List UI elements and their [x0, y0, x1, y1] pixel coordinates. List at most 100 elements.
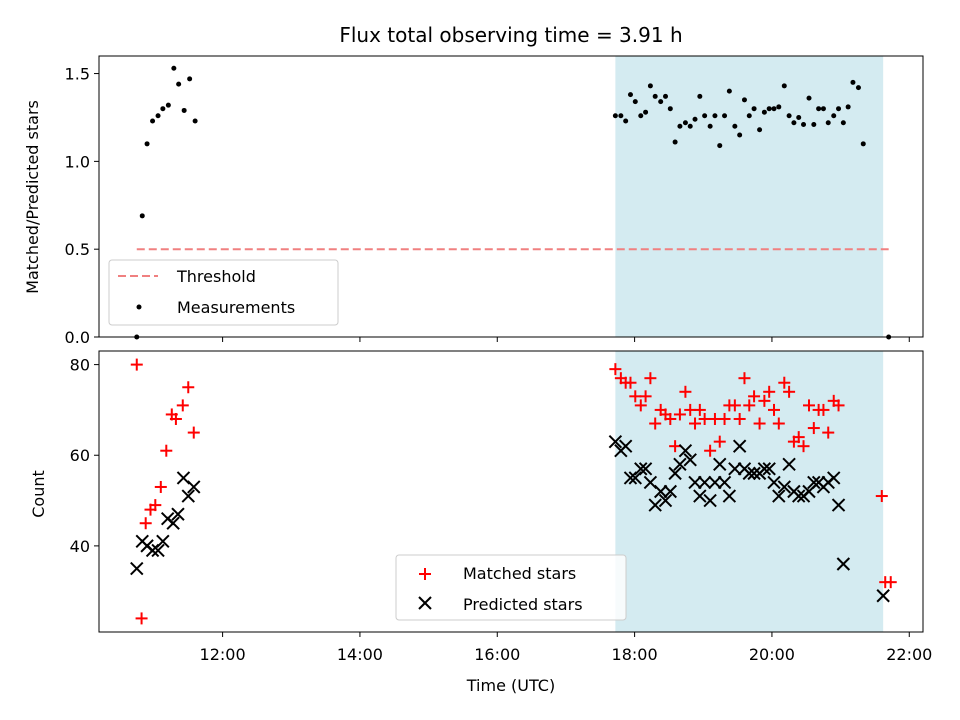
measurement-point: [761, 109, 767, 115]
predicted-star-point: [782, 457, 796, 472]
measurement-point: [746, 113, 752, 119]
matched-star-point: [669, 440, 682, 453]
measurement-point: [687, 123, 693, 129]
matched-star-point: [130, 358, 143, 371]
measurement-point: [816, 106, 822, 112]
measurement-point: [806, 95, 812, 101]
y-tick-label: 1.0: [65, 152, 90, 171]
predicted-star-point: [634, 462, 648, 476]
bottom-x-ticks: 12:00 14:00 16:00 18:00 20:00 22:00: [200, 632, 932, 664]
y-tick-label: 0.0: [65, 328, 90, 347]
x-tick-label: 20:00: [749, 645, 795, 664]
measurement-point: [722, 113, 728, 119]
matched-star-point: [763, 385, 776, 398]
predicted-star-point: [807, 475, 821, 490]
matched-star-point: [758, 394, 771, 407]
matched-star-point: [644, 372, 657, 385]
measurement-points: [134, 65, 892, 340]
measurement-point: [726, 88, 732, 94]
matched-star-point: [797, 440, 810, 453]
x-tick-label: 12:00: [200, 645, 246, 664]
predicted-star-point: [772, 489, 786, 503]
matched-star-point: [713, 435, 726, 448]
measurement-point: [831, 113, 837, 119]
predicted-star-point: [673, 457, 687, 472]
matched-star-point: [693, 403, 706, 416]
y-tick-label: 40: [70, 537, 90, 556]
measurement-point: [627, 92, 633, 98]
matched-star-point: [884, 576, 897, 589]
legend-predicted-label: Predicted stars: [463, 595, 583, 614]
matched-star-point: [176, 399, 189, 412]
measurement-point: [677, 123, 683, 129]
matched-star-point: [639, 390, 652, 403]
measurement-point: [811, 121, 817, 127]
measurement-point: [786, 113, 792, 119]
measurement-point: [702, 113, 708, 119]
measurement-point: [187, 76, 193, 82]
predicted-star-point: [703, 493, 717, 508]
predicted-star-point: [653, 484, 668, 499]
matched-star-point: [817, 403, 830, 416]
legend-predicted-swatch: [418, 596, 432, 610]
predicted-star-point: [688, 475, 702, 490]
measurement-point: [623, 118, 629, 124]
predicted-star-point: [762, 462, 776, 476]
measurement-point: [165, 102, 171, 108]
matched-star-point: [634, 399, 647, 412]
predicted-star-point: [827, 471, 841, 485]
measurement-point: [647, 83, 653, 89]
measurement-point: [840, 120, 846, 126]
measurement-point: [712, 113, 718, 119]
predicted-star-point: [693, 489, 707, 503]
measurement-point: [845, 104, 851, 110]
matched-star-point: [738, 372, 751, 385]
legend-threshold-label: Threshold: [176, 267, 256, 286]
measurement-point: [776, 104, 782, 110]
legend-measurements-label: Measurements: [177, 298, 295, 317]
matched-star-point: [832, 399, 845, 412]
measurement-point: [150, 118, 156, 124]
predicted-star-point: [648, 498, 662, 512]
measurement-point: [820, 106, 826, 112]
legend-measurement-swatch: [136, 304, 142, 310]
matched-star-point: [160, 444, 173, 457]
predicted-star-point: [678, 444, 693, 458]
bottom-y-ticks: 40 60 80: [70, 356, 99, 556]
x-tick-label: 14:00: [337, 645, 383, 664]
measurement-point: [155, 113, 161, 119]
predicted-star-point: [722, 489, 737, 503]
chart-title: Flux total observing time = 3.91 h: [339, 23, 682, 47]
predicted-star-points: [130, 434, 890, 603]
predicted-star-point: [638, 462, 653, 476]
matched-star-point: [673, 408, 686, 421]
predicted-star-point: [663, 484, 678, 499]
matched-star-point: [822, 426, 835, 439]
bottom-observing-window: [615, 351, 884, 632]
predicted-star-point: [683, 453, 697, 467]
measurement-point: [652, 93, 658, 99]
measurement-point: [638, 113, 644, 119]
measurement-point: [682, 120, 688, 126]
measurement-point: [171, 65, 177, 71]
predicted-star-point: [181, 489, 195, 503]
measurement-point: [732, 123, 738, 129]
matched-star-point: [718, 412, 731, 425]
measurement-point: [737, 132, 743, 138]
bottom-legend: Matched stars Predicted stars: [395, 554, 627, 621]
measurement-point: [144, 141, 150, 147]
matched-star-point: [753, 417, 766, 430]
matched-star-point: [629, 390, 642, 403]
matched-star-point: [875, 490, 888, 503]
predicted-star-point: [151, 543, 165, 558]
matched-star-point: [182, 381, 195, 394]
measurement-point: [160, 106, 166, 112]
top-y-axis-label: Matched/Predicted stars: [23, 100, 42, 294]
matched-star-point: [135, 612, 148, 625]
measurement-point: [836, 106, 842, 112]
predicted-star-point: [792, 489, 806, 503]
predicted-star-point: [708, 475, 722, 490]
matched-star-point: [772, 417, 785, 430]
predicted-star-point: [777, 480, 792, 494]
